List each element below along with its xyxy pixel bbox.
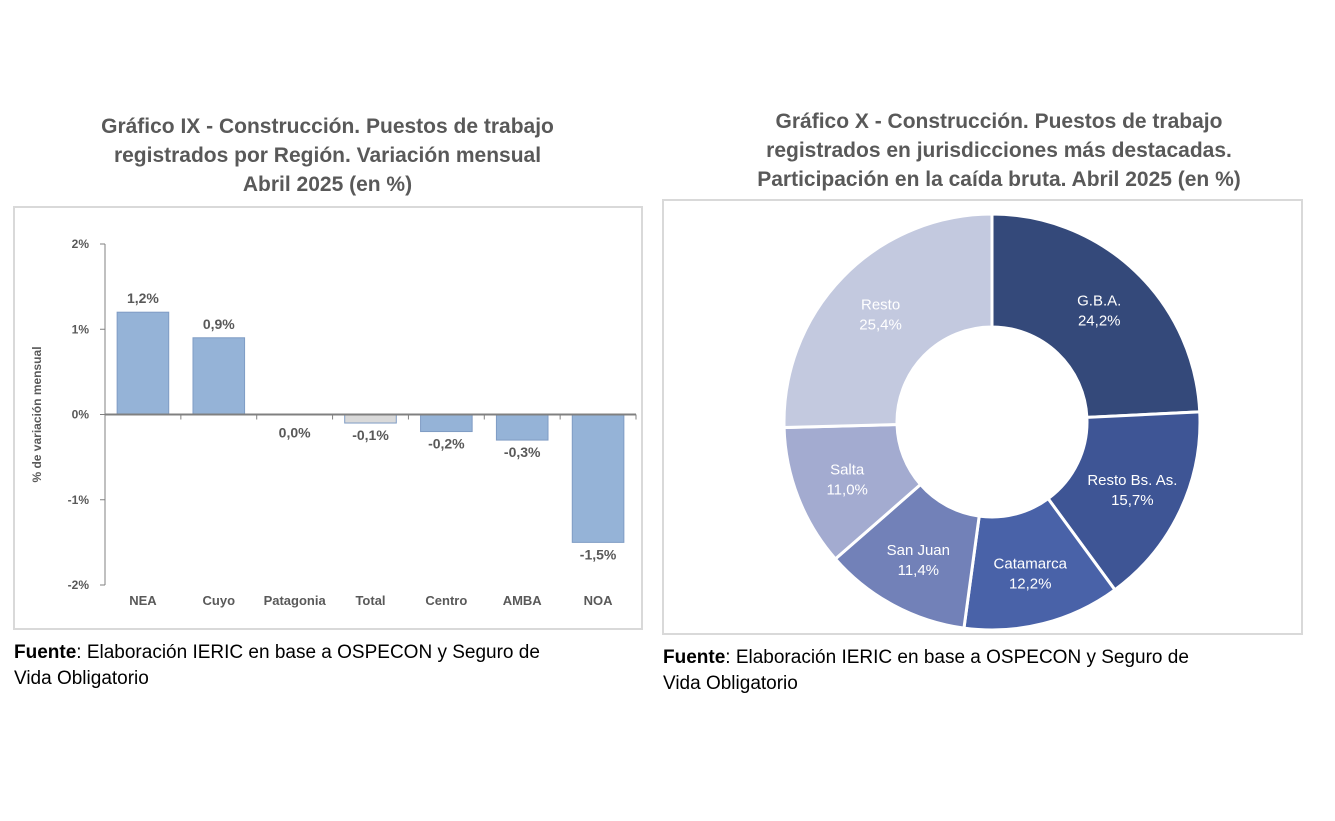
data-label: 1,2% [127, 290, 159, 306]
slice-value-label: 11,0% [826, 482, 867, 499]
y-tick-label: -2% [68, 578, 90, 592]
bar-chart-title-line-1: Gráfico IX - Construcción. Puestos de tr… [101, 115, 554, 138]
donut-chart-frame: G.B.A. 24,2% Resto Bs. As. 15,7% Catamarca 12… [662, 199, 1303, 635]
category-label: Patagonia [264, 593, 327, 608]
bar-chart-source-line-2: Vida Obligatorio [14, 668, 149, 689]
data-label: 0,9% [203, 316, 235, 332]
donut-chart-source: Fuente: Elaboración IERIC en base a OSPE… [663, 645, 1303, 697]
category-label: Centro [425, 593, 467, 608]
bar [495, 414, 549, 441]
slice-label: Catamarca [994, 556, 1068, 573]
donut-chart-source-text: : Elaboración IERIC en base a OSPECON y … [725, 647, 1189, 668]
slice-label: G.B.A. [1077, 292, 1121, 309]
bar-chart-source-label: Fuente [14, 642, 77, 663]
bar-chart-title-line-2: registrados por Región. Variación mensua… [113, 144, 542, 167]
data-label: -0,3% [504, 444, 541, 460]
donut-chart-title: Gráfico X - Construcción. Puestos de tra… [663, 107, 1335, 194]
donut-chart-title-line-2: registrados en jurisdicciones más destac… [766, 139, 1232, 162]
donut-slice [990, 212, 1202, 419]
data-label: -0,2% [428, 436, 465, 452]
slice-value-label: 15,7% [1111, 492, 1154, 509]
bar-chart-source-text: : Elaboración IERIC en base a OSPECON y … [76, 642, 540, 663]
data-label: 0,0% [279, 425, 311, 441]
data-label: -0,1% [352, 427, 389, 443]
slice-label: Resto Bs. As. [1087, 472, 1177, 489]
bar-chart-source: Fuente: Elaboración IERIC en base a OSPE… [14, 640, 644, 692]
bar-chart: 2% 1% 0% -1% -2% % de variación mensual 1,2% NE… [30, 237, 637, 608]
category-label: Cuyo [203, 593, 236, 608]
slice-value-label: 12,2% [1009, 576, 1052, 593]
bar [420, 414, 473, 433]
category-label: Total [355, 593, 385, 608]
slice-label: San Juan [887, 542, 950, 559]
y-tick-label: -1% [68, 493, 90, 507]
category-label: NEA [129, 593, 157, 608]
donut-chart-source-line-2: Vida Obligatorio [663, 673, 798, 694]
bar-chart-frame: 2% 1% 0% -1% -2% % de variación mensual 1,2% NE… [13, 206, 643, 630]
slice-value-label: 11,4% [898, 562, 939, 579]
donut-slice [962, 496, 1117, 632]
y-tick-label: 2% [72, 237, 90, 251]
data-label: -1,5% [580, 546, 617, 562]
bar [344, 414, 397, 424]
slice-value-label: 25,4% [859, 317, 902, 334]
bar [116, 311, 170, 415]
y-axis-title: % de variación mensual [30, 346, 44, 482]
slice-label: Salta [830, 462, 865, 479]
category-label: NOA [584, 593, 614, 608]
category-label: AMBA [503, 593, 543, 608]
slice-label: Resto [861, 297, 900, 314]
slice-value-label: 24,2% [1078, 312, 1121, 329]
donut-chart: G.B.A. 24,2% Resto Bs. As. 15,7% Catamarca 12… [782, 212, 1202, 632]
y-tick-label: 0% [72, 408, 90, 422]
y-tick-label: 1% [72, 322, 90, 336]
bar-chart-title-line-3: Abril 2025 (en %) [242, 173, 413, 196]
donut-chart-source-label: Fuente [663, 647, 726, 668]
donut-chart-title-line-3: Participación en la caída bruta. Abril 2… [757, 168, 1241, 191]
donut-slice [782, 212, 994, 430]
bar [192, 337, 246, 415]
donut-chart-title-line-1: Gráfico X - Construcción. Puestos de tra… [775, 110, 1223, 133]
bar [571, 414, 625, 543]
donut-slice [1046, 410, 1202, 592]
bar-chart-title: Gráfico IX - Construcción. Puestos de tr… [20, 112, 635, 199]
